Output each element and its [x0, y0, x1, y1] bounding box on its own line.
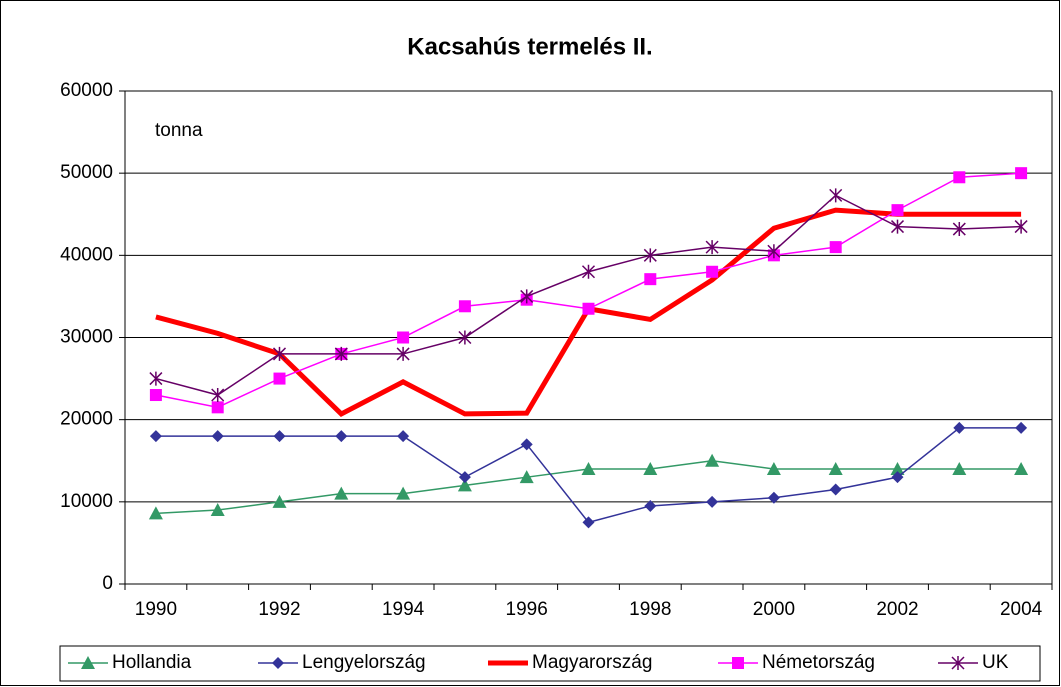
marker [643, 248, 657, 263]
x-tick-label: 2000 [753, 599, 795, 620]
marker [766, 461, 781, 475]
legend [59, 645, 1041, 682]
y-tick-label: 30000 [60, 327, 113, 348]
marker [1015, 421, 1028, 434]
marker [952, 222, 966, 237]
marker [953, 171, 966, 184]
marker [705, 240, 719, 255]
y-tick-label: 60000 [60, 80, 113, 101]
marker [458, 300, 471, 313]
marker [397, 331, 410, 344]
marker [829, 241, 842, 254]
marker [644, 499, 657, 512]
marker [149, 430, 162, 443]
marker [891, 471, 904, 484]
y-tick-label: 50000 [60, 162, 113, 183]
marker [953, 421, 966, 434]
marker [890, 461, 905, 475]
marker [891, 204, 904, 217]
legend-label: Németország [762, 652, 875, 673]
marker [148, 506, 163, 520]
marker [890, 219, 905, 234]
marker [334, 346, 348, 361]
marker [643, 461, 658, 475]
marker [767, 244, 781, 259]
marker [828, 461, 843, 475]
marker [951, 656, 965, 670]
marker [581, 264, 596, 279]
marker [582, 516, 595, 529]
marker [211, 430, 224, 443]
marker [81, 656, 95, 669]
marker [211, 401, 224, 414]
marker [149, 389, 162, 402]
marker [952, 461, 967, 475]
x-tick-label: 1994 [382, 599, 425, 620]
marker [706, 495, 719, 508]
marker [396, 346, 410, 361]
x-tick-label: 1992 [258, 599, 300, 620]
marker [458, 330, 472, 345]
marker [582, 302, 595, 315]
marker [211, 388, 225, 403]
marker [705, 453, 720, 467]
y-tick-label: 10000 [60, 491, 113, 512]
legend-label: Lengyelország [302, 652, 426, 673]
marker [457, 478, 472, 492]
y-tick-label: 20000 [60, 409, 113, 430]
marker [1015, 167, 1028, 180]
marker [335, 430, 348, 443]
marker [397, 430, 410, 443]
annotation: tonna [155, 120, 203, 141]
chart-title: Kacsahús termelés II. [407, 33, 652, 60]
marker [732, 657, 744, 669]
marker [273, 372, 286, 385]
marker [706, 265, 719, 278]
marker [581, 461, 596, 475]
marker [273, 430, 286, 443]
marker [396, 486, 411, 500]
x-tick-label: 1998 [629, 599, 671, 620]
marker [519, 470, 534, 484]
x-tick-label: 1996 [506, 599, 548, 620]
marker [520, 438, 533, 451]
x-tick-label: 1990 [135, 599, 177, 620]
marker [1014, 461, 1029, 475]
y-tick-label: 40000 [60, 244, 113, 265]
x-tick-label: 2002 [876, 599, 918, 620]
y-tick-label: 0 [102, 573, 113, 594]
marker [334, 486, 349, 500]
marker [272, 657, 284, 669]
marker [1014, 219, 1028, 234]
marker [272, 346, 287, 361]
legend-label: UK [982, 652, 1009, 673]
marker [149, 371, 163, 386]
marker [520, 289, 534, 304]
marker [210, 503, 225, 517]
marker [829, 188, 843, 203]
marker [767, 491, 780, 504]
marker [272, 494, 287, 508]
marker [458, 471, 471, 484]
marker [644, 273, 657, 286]
legend-label: Magyarország [532, 652, 652, 673]
marker [829, 483, 842, 496]
legend-label: Hollandia [112, 652, 192, 673]
x-tick-label: 2004 [1000, 599, 1043, 620]
